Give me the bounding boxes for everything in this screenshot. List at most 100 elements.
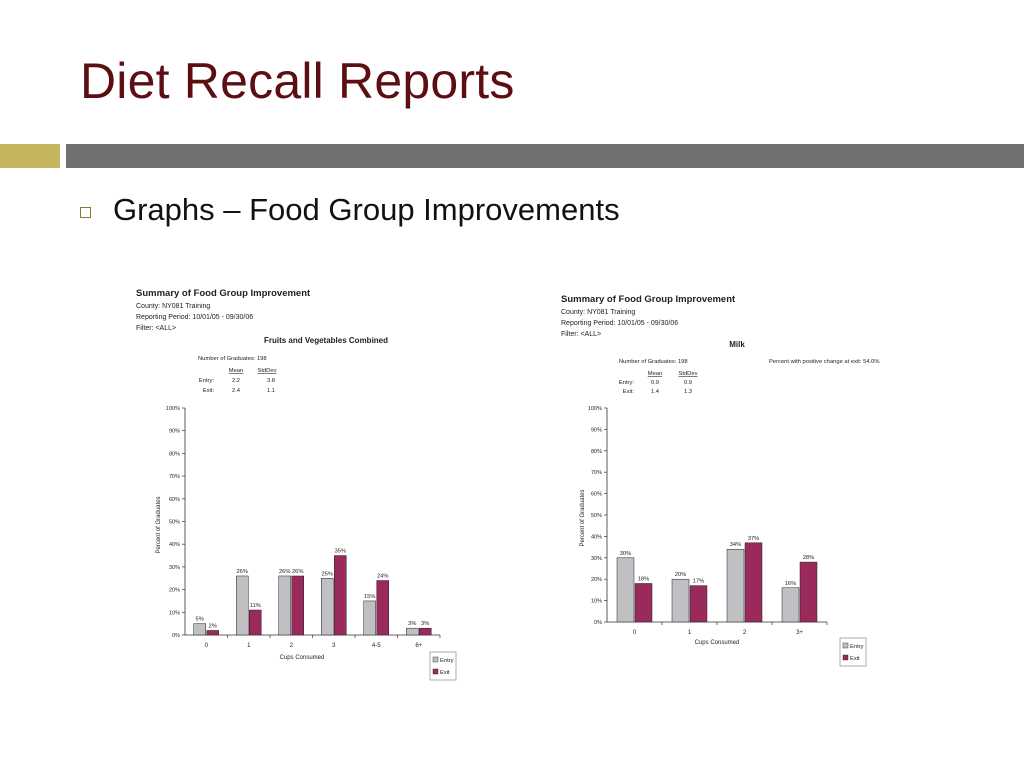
entry-mean: 0.9 (651, 380, 659, 386)
exit-sd: 1.1 (267, 388, 275, 394)
positive-change-text: Percent with positive change at exit: 54… (769, 359, 880, 365)
legend-swatch (842, 642, 849, 649)
bar-entry-2 (726, 548, 745, 623)
bar-entry-3 (321, 578, 334, 636)
y-tick-label: 0% (594, 620, 602, 626)
legend-swatch (432, 656, 439, 663)
entry-sd: 0.9 (684, 380, 692, 386)
x-tick-label: 0 (205, 643, 209, 649)
y-tick-label: 40% (591, 534, 602, 540)
legend-box (839, 637, 867, 667)
plot-area: 0% 10% 20% 30% 40% 50% 60% 70% 80% 90% 100% 0 30% 18%… (588, 406, 867, 667)
chart-title: Milk (729, 340, 745, 349)
y-tick-label: 40% (169, 542, 180, 548)
x-tick-label: 6+ (415, 643, 422, 649)
y-tick-label: 70% (169, 474, 180, 480)
slide-title: Diet Recall Reports (80, 53, 515, 109)
y-tick-label: 10% (591, 599, 602, 605)
bar-entry-6+ (406, 627, 419, 636)
y-tick-label: 90% (169, 429, 180, 435)
legend-label: Exit (440, 670, 450, 676)
y-tick-label: 60% (591, 492, 602, 498)
x-tick-label: 4-5 (372, 643, 381, 649)
x-tick-label: 0 (633, 630, 637, 636)
x-tick-label: 2 (743, 630, 747, 636)
bar-entry-4-5 (363, 600, 376, 636)
data-label: 11% (250, 603, 261, 609)
x-axis-label: Cups Consumed (695, 640, 740, 646)
data-label: 26% (236, 569, 248, 575)
legend-box (429, 651, 457, 681)
y-axis-label: Percent of Graduates (156, 496, 162, 553)
y-tick-label: 90% (591, 427, 602, 433)
entry-sd: 3.8 (267, 378, 275, 384)
bar-exit-1 (249, 609, 262, 636)
bullet-item: Graphs – Food Group Improvements (80, 192, 620, 228)
exit-mean: 2.4 (232, 388, 241, 394)
legend-label: Entry (440, 658, 454, 664)
x-tick-label: 3+ (796, 630, 803, 636)
bar-exit-6+ (419, 627, 432, 636)
graduates-text: Number of Graduates: 198 (619, 359, 688, 365)
data-label: 30% (620, 551, 632, 557)
bar-entry-1 (236, 575, 249, 636)
exit-mean: 1.4 (651, 389, 660, 395)
legend-swatch (432, 668, 439, 675)
stddev-header: StdDev (678, 371, 697, 377)
entry-label: Entry: (619, 380, 635, 386)
bar-entry-1 (671, 578, 690, 623)
x-tick-label: 1 (247, 643, 251, 649)
y-tick-label: 0% (172, 633, 180, 639)
legend-swatch (842, 654, 849, 661)
data-label: 17% (693, 579, 705, 585)
y-tick-label: 50% (591, 513, 602, 519)
x-tick-label: 3 (332, 643, 336, 649)
y-axis-label: Percent of Graduates (580, 489, 586, 546)
report-header: Summary of Food Group Improvement (561, 294, 736, 305)
period-text: Reporting Period: 10/01/05 - 09/30/06 (561, 320, 678, 327)
bar-exit-1 (689, 585, 708, 623)
county-text: County: NY081 Training (561, 309, 635, 316)
x-tick-label: 2 (290, 643, 294, 649)
square-bullet-icon (80, 206, 91, 218)
bar-exit-2 (744, 542, 763, 623)
data-label: 3% (421, 621, 429, 627)
y-tick-label: 100% (166, 406, 180, 412)
filter-text: Filter: <ALL> (136, 325, 176, 332)
data-label: 15% (364, 594, 376, 600)
legend-label: Entry (850, 644, 864, 650)
data-label: 24% (377, 574, 389, 580)
bar-exit-4-5 (376, 580, 389, 636)
bar-entry-0 (193, 623, 206, 636)
y-tick-label: 70% (591, 470, 602, 476)
plot-area: 0% 10% 20% 30% 40% 50% 60% 70% 80% 90% 100% 0 5% 2% 1 2… (166, 406, 457, 681)
data-label: 28% (803, 555, 815, 561)
exit-label: Exit: (203, 388, 215, 394)
data-label: 20% (675, 572, 687, 578)
bar-exit-3+ (799, 561, 818, 623)
data-label: 16% (785, 581, 797, 587)
mean-header: Mean (229, 368, 244, 374)
bar-entry-0 (616, 557, 635, 623)
data-label: 26% (279, 569, 291, 575)
legend: Entry Exit (429, 651, 457, 681)
y-tick-label: 20% (591, 577, 602, 583)
y-tick-label: 20% (169, 588, 180, 594)
y-tick-label: 30% (169, 565, 180, 571)
county-text: County: NY081 Training (136, 303, 210, 310)
y-tick-label: 50% (169, 520, 180, 526)
x-tick-label: 1 (688, 630, 692, 636)
y-tick-label: 60% (169, 497, 180, 503)
fruits-vegetables-chart: Summary of Food Group Improvement County… (136, 288, 457, 681)
bar-entry-2 (278, 575, 291, 636)
mean-header: Mean (648, 371, 663, 377)
data-label: 34% (730, 542, 742, 548)
bar-exit-0 (634, 583, 653, 623)
bar-exit-3 (334, 555, 347, 636)
legend: Entry Exit (839, 637, 867, 667)
bar-exit-2 (291, 575, 304, 636)
data-label: 2% (209, 623, 217, 629)
data-label: 5% (196, 617, 204, 623)
graduates-text: Number of Graduates: 198 (198, 356, 267, 362)
bar-exit-0 (206, 630, 219, 636)
